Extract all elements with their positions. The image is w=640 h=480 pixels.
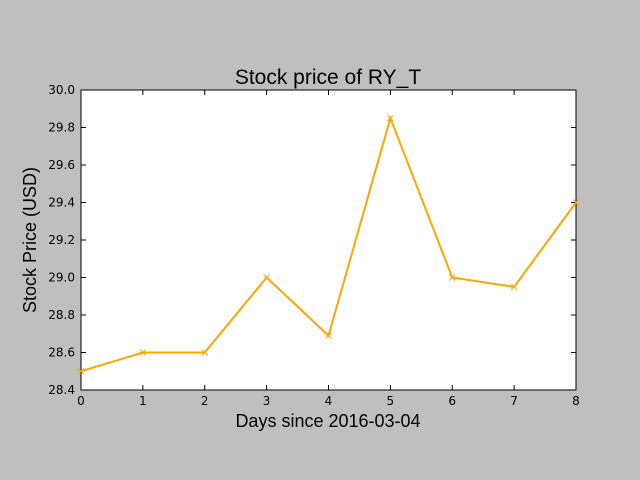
plot-area (80, 89, 577, 391)
x-tick-label: 3 (263, 394, 271, 408)
y-tick-label: 29.4 (48, 196, 75, 210)
x-tick-label: 6 (448, 394, 456, 408)
y-tick-label: 28.8 (48, 308, 75, 322)
data-point (263, 274, 270, 281)
data-point (139, 349, 147, 356)
y-tick-label: 29.0 (48, 271, 75, 285)
x-tick-label: 4 (325, 394, 333, 408)
axis-ticks (80, 89, 577, 391)
x-tick-label: 8 (572, 394, 580, 408)
y-axis-title: Stock Price (USD) (20, 167, 40, 313)
x-tick-label: 2 (201, 394, 209, 408)
y-tick-label: 29.6 (48, 158, 75, 172)
x-axis-title: Days since 2016-03-04 (235, 411, 420, 431)
y-tick-label: 28.6 (48, 346, 75, 360)
chart-title: Stock price of RY_T (235, 66, 422, 89)
data-point (325, 332, 332, 339)
y-tick-label: 29.8 (48, 121, 75, 135)
y-tick-label: 28.4 (48, 383, 75, 397)
x-tick-label: 1 (139, 394, 147, 408)
series-group (77, 114, 580, 375)
data-point (387, 114, 394, 122)
y-tick-label: 30.0 (48, 83, 75, 97)
data-point (77, 367, 85, 375)
x-tick-label: 5 (387, 394, 395, 408)
data-point (448, 274, 456, 281)
data-point (201, 349, 209, 356)
y-tick-label: 29.2 (48, 233, 75, 247)
axis-tick-labels: 0 1 2 3 4 5 6 7 8 28.4 28.6 28.8 29.0 29.2 29.4 29.6 29.… (48, 83, 580, 408)
data-point (510, 283, 518, 291)
x-tick-label: 7 (510, 394, 518, 408)
x-tick-label: 0 (77, 394, 85, 408)
data-point (572, 199, 580, 206)
